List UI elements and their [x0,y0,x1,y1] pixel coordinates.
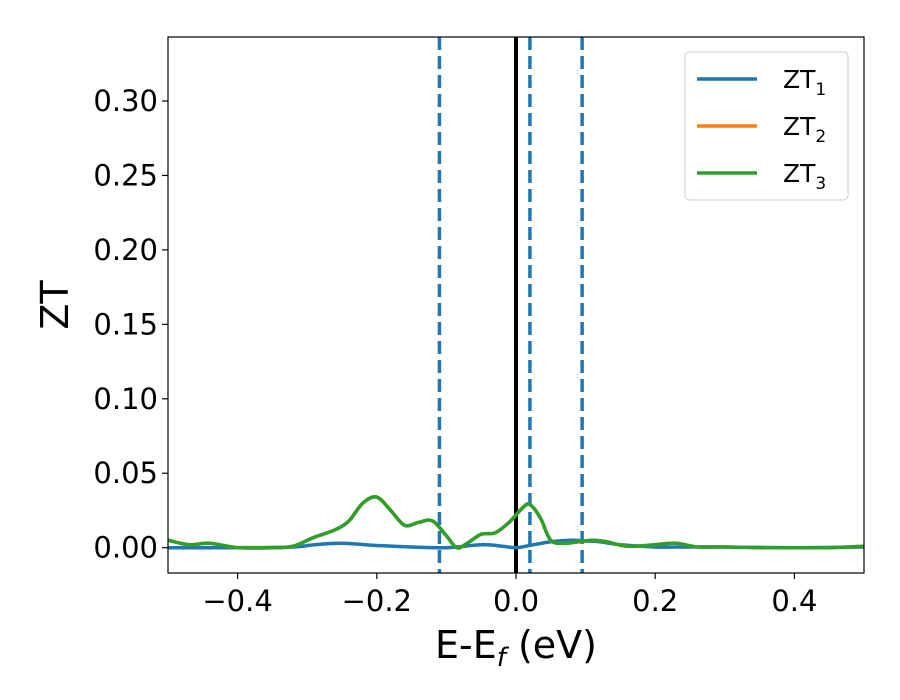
legend-box [684,51,849,201]
legend-label-zt1: ZT1 [783,65,826,100]
x-tick-label: 0.4 [771,584,817,618]
x-tick-label: −0.2 [342,584,412,618]
x-tick-label: 0.2 [632,584,678,618]
legend-label-zt3: ZT3 [783,159,826,194]
x-tick-label: 0.0 [493,584,539,618]
y-axis-title: ZT [33,280,77,330]
series-line-zt3 [168,495,864,550]
y-tick-label: 0.05 [93,456,158,490]
legend: ZT1 ZT2 ZT3 [684,51,849,201]
y-tick-label: 0.15 [93,307,158,341]
x-axis-title: E-Ef (eV) [435,623,597,673]
y-tick-label: 0.25 [93,158,158,192]
y-tick-label: 0.20 [93,233,158,267]
plot-frame [167,36,865,574]
y-tick-label: 0.30 [93,84,158,118]
x-tick-label: −0.4 [202,584,272,618]
x-axis-title-unit: (eV) [506,623,597,667]
legend-label-zt2: ZT2 [783,112,826,147]
y-tick-label: 0.00 [93,531,158,565]
series-line-zt1 [168,538,864,550]
y-tick-label: 0.10 [93,382,158,416]
